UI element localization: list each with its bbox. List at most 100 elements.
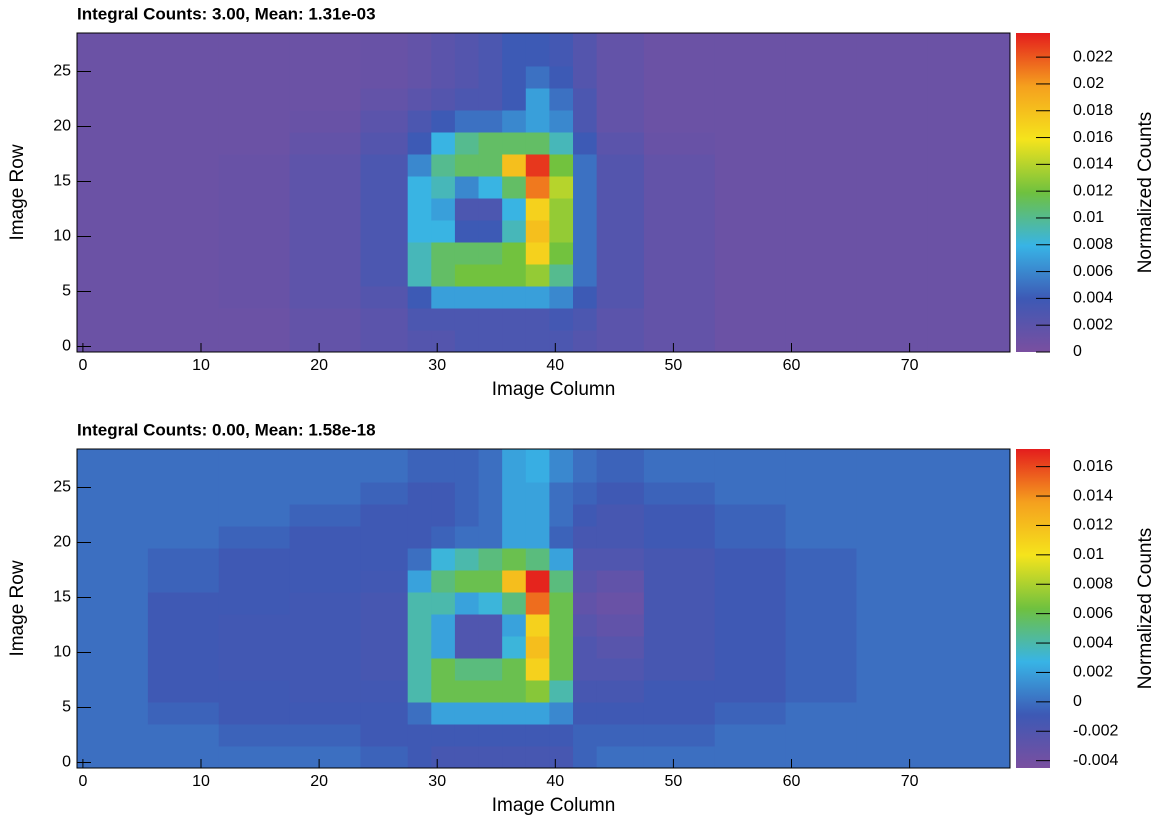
heatmap-cell xyxy=(785,570,857,593)
heatmap-cell xyxy=(856,614,928,637)
heatmap-cell xyxy=(502,88,527,111)
heatmap-cell xyxy=(77,449,149,483)
heatmap-cell xyxy=(596,702,645,725)
heatmap-cell xyxy=(360,286,409,309)
chart-title: Integral Counts: 3.00, Mean: 1.31e-03 xyxy=(77,4,376,23)
heatmap-cell xyxy=(785,482,857,505)
x-tick-label: 70 xyxy=(901,773,919,790)
heatmap-cell xyxy=(714,680,787,703)
heatmap-cell xyxy=(714,636,787,659)
heatmap-cell xyxy=(218,220,291,243)
heatmap-cell xyxy=(502,724,527,747)
heatmap-cell xyxy=(927,220,1011,243)
heatmap-cell xyxy=(643,308,716,331)
heatmap-cell xyxy=(714,449,787,483)
heatmap-cell xyxy=(573,526,598,549)
heatmap-cell xyxy=(785,614,857,637)
heatmap-cell xyxy=(573,242,598,265)
heatmap-cell xyxy=(478,680,503,703)
heatmap-cell xyxy=(856,154,928,177)
heatmap-cell xyxy=(360,482,409,505)
heatmap-cell xyxy=(549,592,574,615)
heatmap-cell xyxy=(147,504,220,527)
heatmap-cell xyxy=(289,132,361,155)
heatmap-cell xyxy=(218,746,291,769)
heatmap-cell xyxy=(454,548,480,571)
heatmap-cell xyxy=(454,66,480,89)
x-tick-label: 70 xyxy=(901,357,919,374)
heatmap-cell xyxy=(360,636,409,659)
heatmap-cell xyxy=(549,286,574,309)
y-axis-label: Image Row xyxy=(7,560,28,656)
heatmap-cell xyxy=(525,220,550,243)
heatmap-cell xyxy=(478,220,503,243)
heatmap-cell xyxy=(502,66,527,89)
heatmap-cell xyxy=(147,132,220,155)
heatmap-cell xyxy=(289,242,361,265)
heatmap-cell xyxy=(525,33,550,67)
colorbar-tick-label: 0.016 xyxy=(1073,458,1113,475)
heatmap-cell xyxy=(147,88,220,111)
heatmap-cell xyxy=(856,242,928,265)
heatmap-cell xyxy=(77,66,149,89)
heatmap-cell xyxy=(147,154,220,177)
heatmap-cell xyxy=(478,449,503,483)
heatmap-cell xyxy=(289,592,361,615)
colorbar-tick-label: 0.006 xyxy=(1073,263,1113,280)
heatmap-cell xyxy=(549,702,574,725)
heatmap-cell xyxy=(407,526,432,549)
heatmap-cell xyxy=(147,308,220,331)
y-tick-label: 20 xyxy=(53,534,71,551)
heatmap-cell xyxy=(643,724,716,747)
heatmap-cell xyxy=(407,198,432,221)
heatmap-cell xyxy=(785,110,857,133)
colorbar-tick-label: 0 xyxy=(1073,693,1082,710)
heatmap-cell xyxy=(502,110,527,133)
heatmap-cell xyxy=(454,526,480,549)
heatmap-cell xyxy=(431,724,456,747)
heatmap-cell xyxy=(549,88,574,111)
heatmap-cell xyxy=(431,88,456,111)
heatmap-cell xyxy=(431,702,456,725)
heatmap-cell xyxy=(431,176,456,199)
heatmap-cell xyxy=(856,33,928,67)
heatmap-cell xyxy=(478,132,503,155)
heatmap-cell xyxy=(77,702,149,725)
x-tick-label: 0 xyxy=(78,773,87,790)
heatmap-cell xyxy=(549,220,574,243)
heatmap-cell xyxy=(77,308,149,331)
heatmap-cell xyxy=(927,286,1011,309)
heatmap-cell xyxy=(502,526,527,549)
heatmap-cell xyxy=(643,154,716,177)
heatmap-cell xyxy=(360,614,409,637)
heatmap-cell xyxy=(927,636,1011,659)
heatmap-cell xyxy=(596,548,645,571)
heatmap-cell xyxy=(478,636,503,659)
heatmap-cell xyxy=(77,658,149,681)
heatmap-cell xyxy=(147,286,220,309)
colorbar-tick-label: 0.02 xyxy=(1073,75,1104,92)
heatmap-cell xyxy=(573,482,598,505)
heatmap-cell xyxy=(573,658,598,681)
heatmap-cell xyxy=(478,176,503,199)
heatmap-cell xyxy=(289,724,361,747)
heatmap-cell xyxy=(785,592,857,615)
heatmap-cell xyxy=(431,449,456,483)
heatmap-cell xyxy=(360,680,409,703)
heatmap-cell xyxy=(407,680,432,703)
heatmap-cell xyxy=(431,308,456,331)
heatmap-cell xyxy=(785,176,857,199)
heatmap-cell xyxy=(785,504,857,527)
heatmap-cell xyxy=(525,702,550,725)
heatmap-cell xyxy=(478,308,503,331)
heatmap-cell xyxy=(785,724,857,747)
heatmap-cell xyxy=(502,220,527,243)
heatmap-cell xyxy=(573,220,598,243)
heatmap-cell xyxy=(431,504,456,527)
heatmap-cell xyxy=(856,526,928,549)
heatmap-cell xyxy=(856,308,928,331)
heatmap-cell xyxy=(289,88,361,111)
heatmap-cell xyxy=(478,242,503,265)
heatmap-cell xyxy=(478,570,503,593)
heatmap-cell xyxy=(856,570,928,593)
